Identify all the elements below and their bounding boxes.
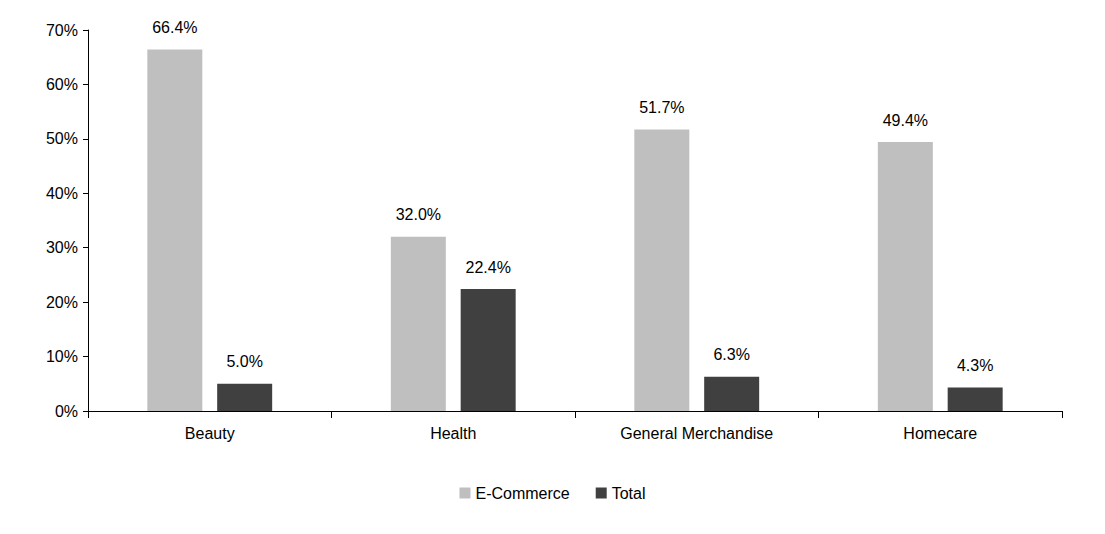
svg-text:30%: 30% [46,239,78,256]
svg-text:4.3%: 4.3% [957,357,993,374]
svg-text:10%: 10% [46,348,78,365]
svg-text:20%: 20% [46,294,78,311]
svg-text:6.3%: 6.3% [713,346,749,363]
svg-text:60%: 60% [46,76,78,93]
svg-text:51.7%: 51.7% [639,99,684,116]
svg-text:49.4%: 49.4% [883,112,928,129]
svg-text:E-Commerce: E-Commerce [475,485,569,502]
svg-text:General Merchandise: General Merchandise [620,425,773,442]
svg-text:Beauty: Beauty [185,425,235,442]
svg-text:70%: 70% [46,22,78,39]
svg-text:Health: Health [430,425,476,442]
svg-text:40%: 40% [46,185,78,202]
svg-text:5.0%: 5.0% [226,353,262,370]
svg-text:66.4%: 66.4% [152,19,197,36]
svg-text:Total: Total [612,485,646,502]
svg-text:0%: 0% [55,403,78,420]
svg-text:Homecare: Homecare [903,425,977,442]
svg-text:22.4%: 22.4% [465,259,510,276]
svg-text:32.0%: 32.0% [396,206,441,223]
svg-text:50%: 50% [46,130,78,147]
